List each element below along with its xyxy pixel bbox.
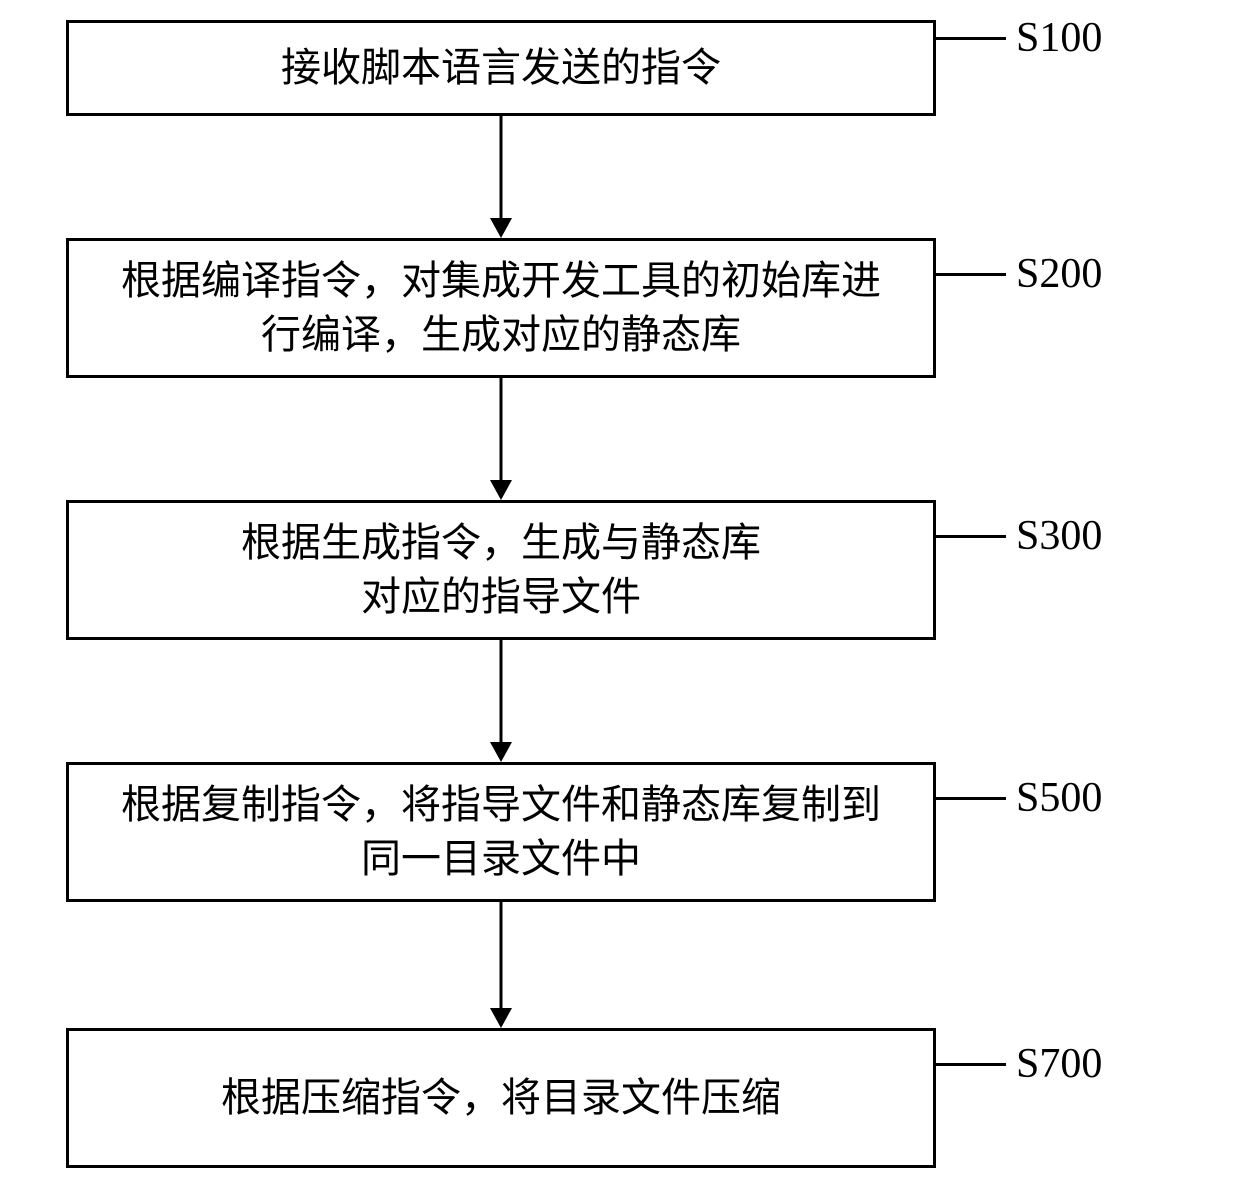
flow-node-label: S500 [1016, 774, 1102, 822]
flow-node-box: 根据生成指令，生成与静态库对应的指导文件 [66, 500, 936, 640]
flow-node-label: S300 [1016, 512, 1102, 560]
flow-node-s100: 接收脚本语言发送的指令S100 [66, 20, 936, 116]
arrow-head-icon [490, 218, 512, 238]
flow-node-s500: 根据复制指令，将指导文件和静态库复制到同一目录文件中S500 [66, 762, 936, 902]
label-connector [936, 37, 1006, 40]
flow-node-box: 根据复制指令，将指导文件和静态库复制到同一目录文件中 [66, 762, 936, 902]
flow-node-label: S200 [1016, 250, 1102, 298]
flow-node-box: 根据编译指令，对集成开发工具的初始库进行编译，生成对应的静态库 [66, 238, 936, 378]
label-connector [936, 1063, 1006, 1066]
flow-node-label: S100 [1016, 14, 1102, 62]
flow-node-s300: 根据生成指令，生成与静态库对应的指导文件S300 [66, 500, 936, 640]
flowchart-container: 接收脚本语言发送的指令S100根据编译指令，对集成开发工具的初始库进行编译，生成… [0, 0, 1240, 1202]
arrow-head-icon [490, 1008, 512, 1028]
flow-node-box: 根据压缩指令，将目录文件压缩 [66, 1028, 936, 1168]
arrow-head-icon [490, 742, 512, 762]
flow-node-label: S700 [1016, 1040, 1102, 1088]
flow-node-s700: 根据压缩指令，将目录文件压缩S700 [66, 1028, 936, 1168]
flow-node-box: 接收脚本语言发送的指令 [66, 20, 936, 116]
label-connector [936, 535, 1006, 538]
label-connector [936, 797, 1006, 800]
arrow-line [500, 116, 503, 220]
arrow-line [500, 640, 503, 744]
label-connector [936, 273, 1006, 276]
arrow-line [500, 378, 503, 482]
flow-node-s200: 根据编译指令，对集成开发工具的初始库进行编译，生成对应的静态库S200 [66, 238, 936, 378]
arrow-line [500, 902, 503, 1010]
arrow-head-icon [490, 480, 512, 500]
